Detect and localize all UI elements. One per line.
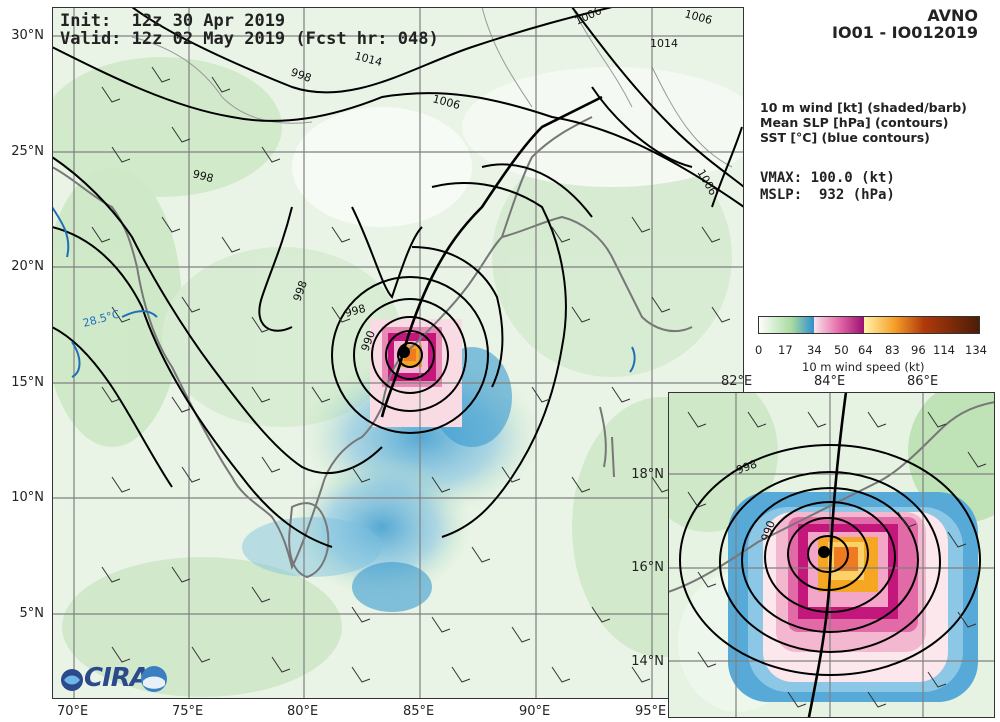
- cira-logo: CIRA: [58, 663, 170, 694]
- grid-lines: [52, 7, 744, 699]
- inset-lon-label: 82°E: [721, 374, 753, 389]
- legend-line-wind: 10 m wind [kt] (shaded/barb): [760, 100, 967, 115]
- vmax-readout: VMAX: 100.0 (kt): [760, 170, 895, 186]
- lat-label: 5°N: [19, 606, 45, 621]
- legend-line-sst: SST [°C] (blue contours): [760, 130, 930, 145]
- colorbar-label: 10 m wind speed (kt): [802, 360, 925, 374]
- init-time: Init: 12z 30 Apr 2019: [60, 11, 286, 31]
- contour-label-1014: 1014: [650, 37, 678, 50]
- sst-contours: [52, 206, 636, 378]
- legend-line-slp: Mean SLP [hPa] (contours): [760, 115, 949, 130]
- inset-lat-label: 16°N: [631, 560, 664, 575]
- lon-label: 80°E: [287, 704, 319, 719]
- colorbar-tick: 64: [858, 343, 873, 357]
- agency-seal-icon: [141, 666, 167, 692]
- storm-id: IO01 - IO012019: [832, 23, 978, 42]
- inset-frame: [668, 392, 995, 718]
- model-name: AVNO: [927, 6, 978, 25]
- lon-label: 70°E: [57, 704, 89, 719]
- inset-wind-barbs: [687, 411, 987, 708]
- wind-colorbar: [758, 316, 980, 334]
- colorbar-tick: 50: [834, 343, 849, 357]
- storm-track: [380, 95, 603, 418]
- slp-contours: [52, 7, 744, 548]
- lon-label: 85°E: [403, 704, 435, 719]
- colorbar-tick: 17: [778, 343, 793, 357]
- contour-label-998: 998: [191, 167, 215, 185]
- inset-lon-label: 84°E: [814, 374, 846, 389]
- lat-label: 20°N: [11, 259, 44, 274]
- lon-label: 95°E: [635, 704, 667, 719]
- colorbar-tick: 96: [911, 343, 926, 357]
- borders: [131, 7, 733, 168]
- main-map: 1006 1006 1006 1006 1014 1014 998 998 99…: [52, 7, 744, 699]
- lat-label: 10°N: [11, 490, 44, 505]
- colorbar-tick: 114: [933, 343, 955, 357]
- cira-logo-text: CIRA: [84, 663, 150, 693]
- contour-label-998: 998: [343, 302, 367, 320]
- colorbar-tick: 0: [755, 343, 763, 357]
- inset-contours: [679, 392, 981, 718]
- lon-label: 75°E: [172, 704, 204, 719]
- lon-label: 90°E: [519, 704, 551, 719]
- mslp-readout: MSLP: 932 (hPa): [760, 187, 895, 203]
- inset-coastline: [668, 401, 995, 593]
- lat-label: 25°N: [11, 144, 44, 159]
- valid-time: Valid: 12z 02 May 2019 (Fcst hr: 048): [60, 29, 439, 49]
- coastline: [52, 116, 693, 579]
- wind-barbs: [91, 66, 731, 683]
- lat-label: 30°N: [11, 28, 44, 43]
- main-map-frame: [52, 7, 744, 699]
- inset-lat-label: 18°N: [631, 467, 664, 482]
- globe-icon: [61, 669, 83, 691]
- wind-tongue: [242, 347, 542, 612]
- inset-grid-lines: [668, 392, 995, 718]
- lat-label: 15°N: [11, 375, 44, 390]
- colorbar-tick: 83: [885, 343, 900, 357]
- colorbar-tick: 34: [807, 343, 822, 357]
- colorbar-tick: 134: [965, 343, 987, 357]
- inset-lat-label: 14°N: [631, 654, 664, 669]
- inset-lon-label: 86°E: [907, 374, 939, 389]
- storm-contours: [331, 276, 489, 434]
- inset-map: 998 990: [668, 392, 995, 718]
